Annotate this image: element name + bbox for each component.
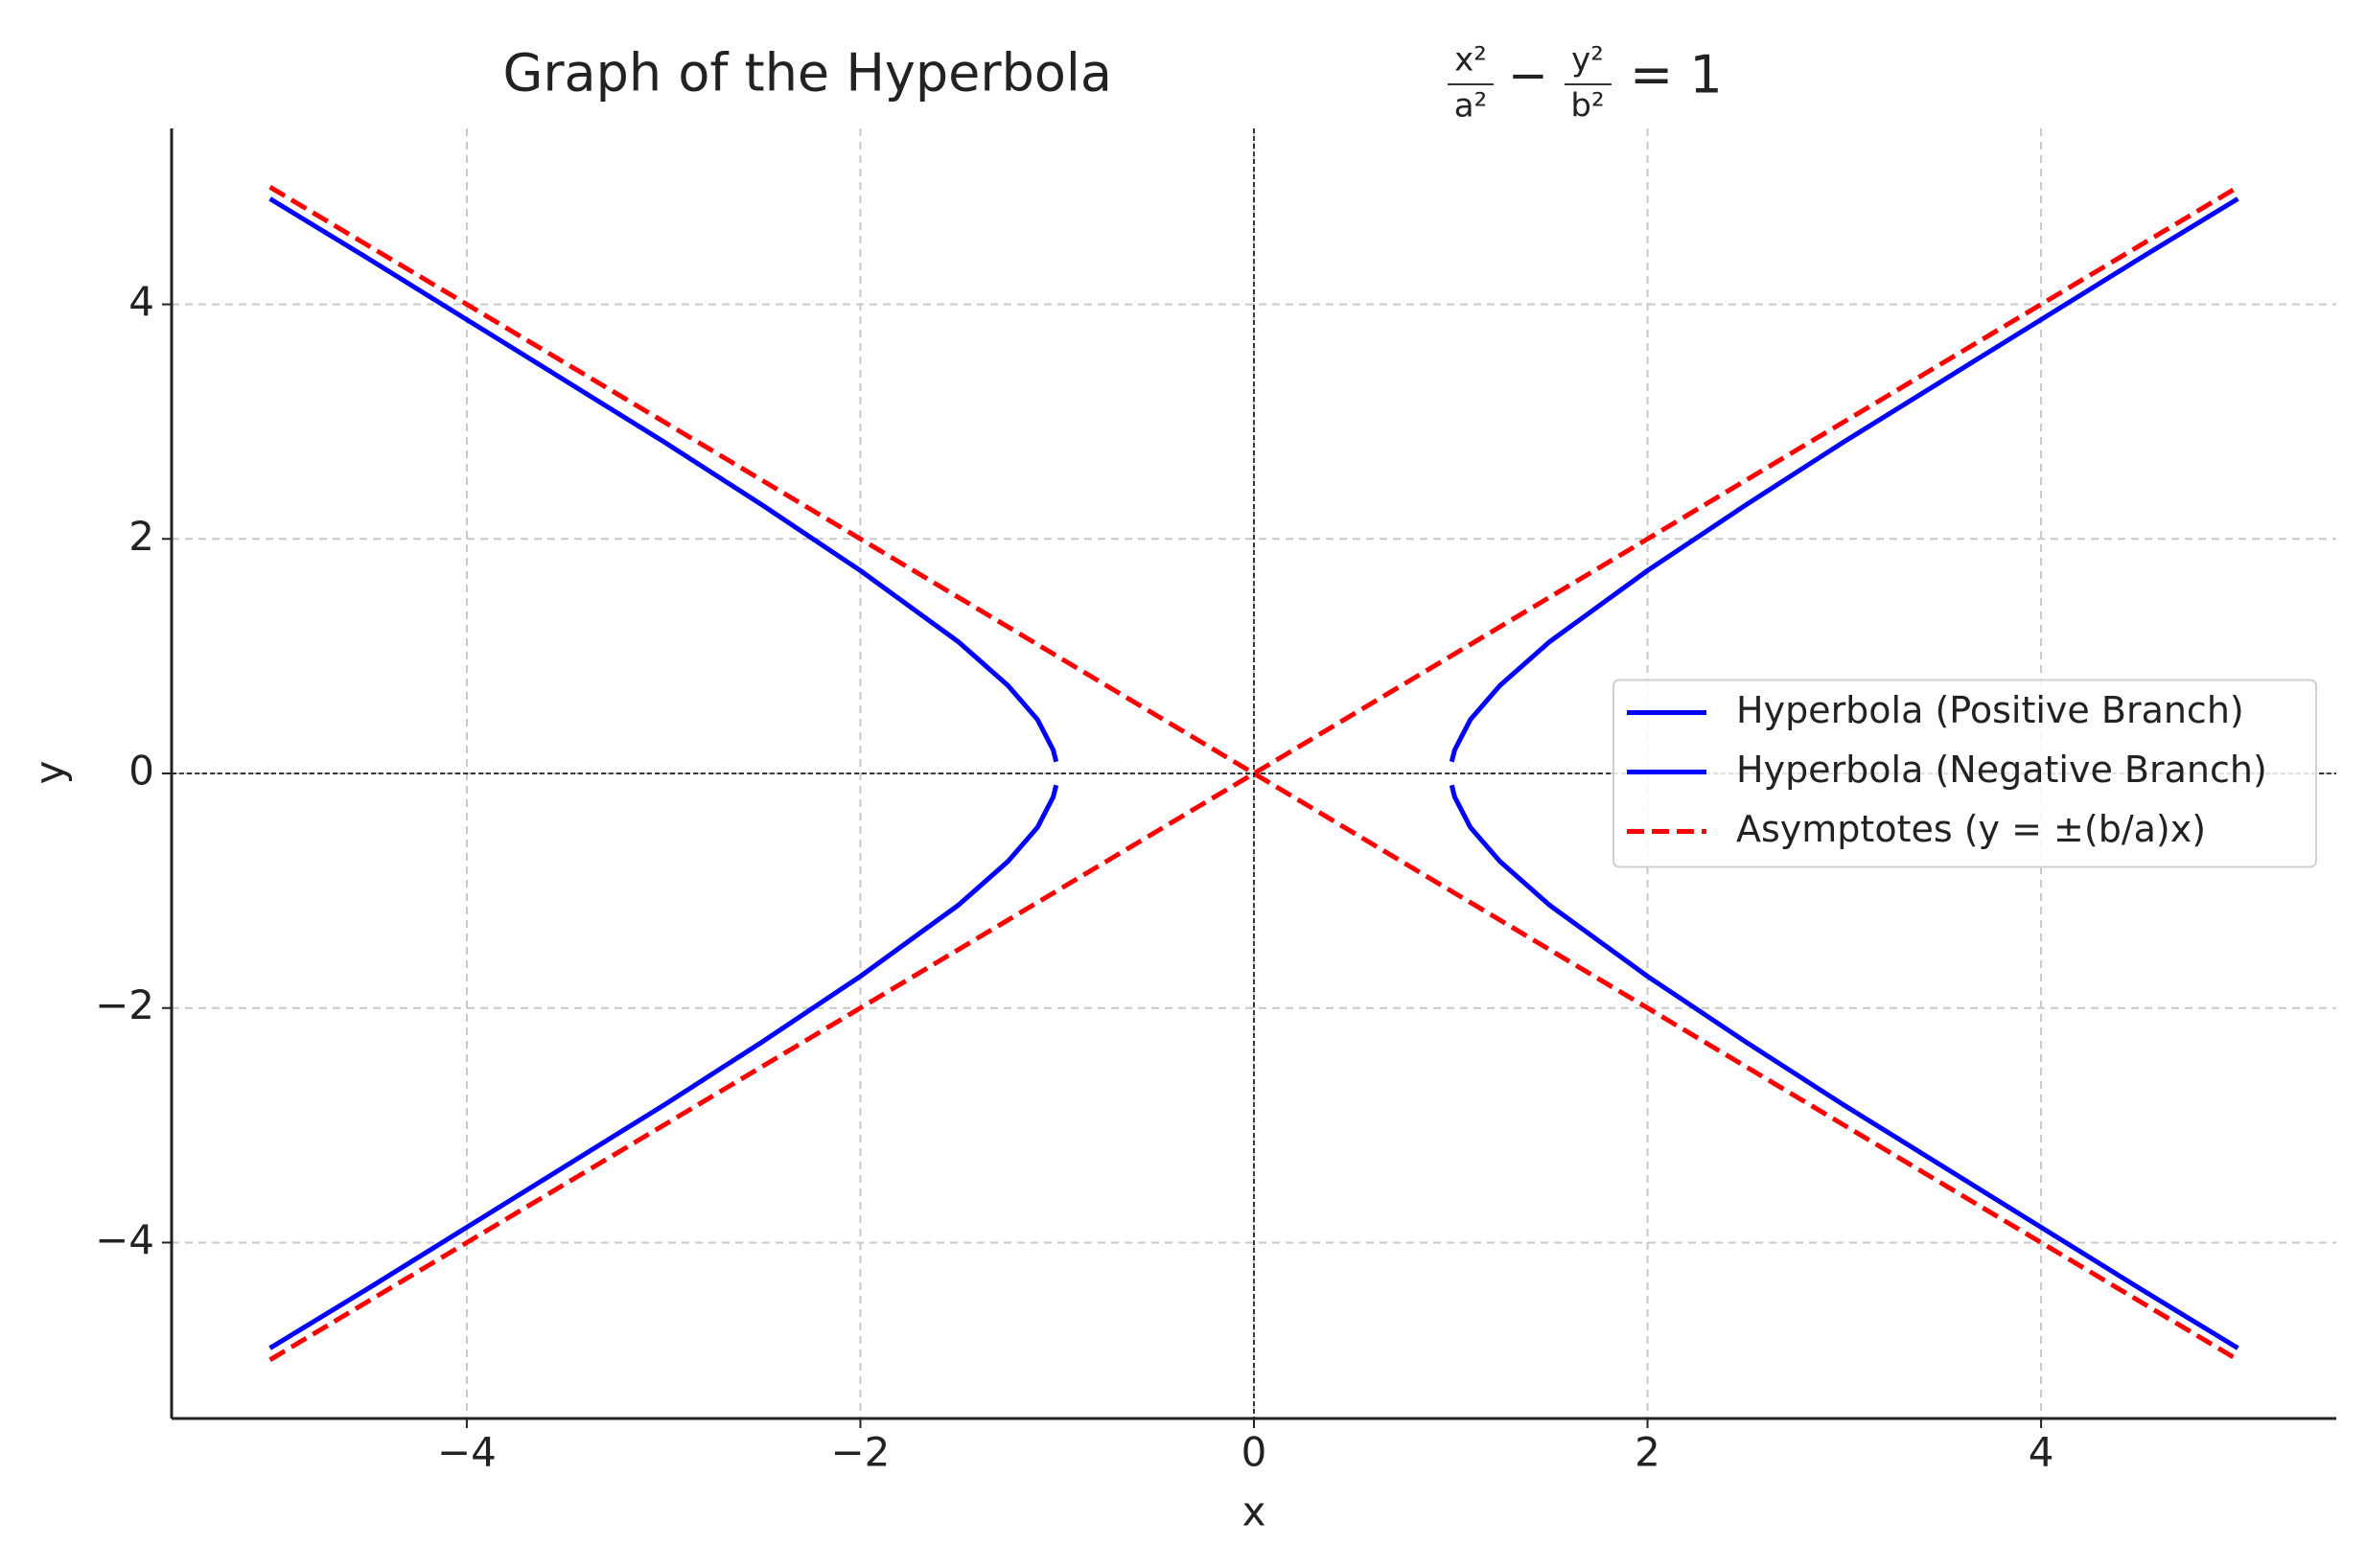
- legend: Hyperbola (Positive Branch) Hyperbola (Ne…: [1612, 679, 2317, 868]
- title-eq: x²: [1454, 41, 1487, 80]
- title-eq: = 1: [1630, 45, 1723, 105]
- y-tick-label: 0: [128, 748, 154, 795]
- series-line: [268, 784, 2239, 1350]
- legend-label: Hyperbola (Positive Branch): [1736, 689, 2244, 731]
- title-eq: −: [1508, 48, 1548, 104]
- y-axis-label: y: [27, 761, 74, 785]
- legend-box: [1612, 679, 2317, 868]
- series-line: [268, 196, 2239, 763]
- series-line: [268, 185, 2239, 1362]
- title-eq: b²: [1570, 87, 1604, 126]
- y-tick-label: 4: [128, 278, 154, 325]
- y-tick-label: −4: [95, 1216, 154, 1263]
- y-tick-label: −2: [95, 981, 154, 1028]
- title-eq: y²: [1571, 41, 1604, 80]
- x-tick-label: 2: [1635, 1429, 1660, 1476]
- title-eq: a²: [1454, 87, 1487, 126]
- x-tick-label: −4: [437, 1429, 497, 1476]
- x-tick-label: −2: [830, 1429, 890, 1476]
- x-tick-label: 4: [2029, 1429, 2054, 1476]
- chart-title: Graph of the Hyperbola: [503, 43, 1112, 104]
- legend-label: Hyperbola (Negative Branch): [1736, 749, 2267, 791]
- legend-label: Asymptotes (y = ±(b/a)x): [1736, 808, 2206, 850]
- x-axis-label: x: [1242, 1488, 1266, 1535]
- y-tick-label: 2: [128, 513, 154, 560]
- x-tick-label: 0: [1241, 1429, 1267, 1476]
